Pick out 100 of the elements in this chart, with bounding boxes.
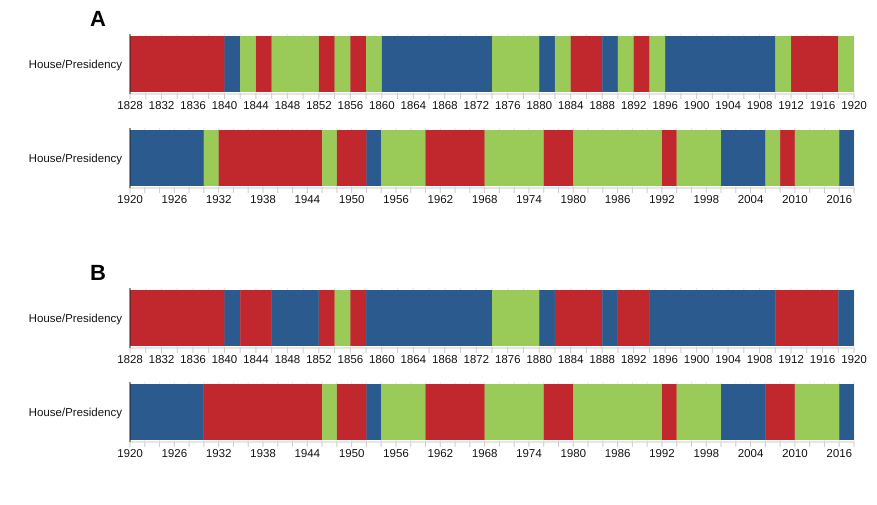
x-tick-label: 1904: [715, 100, 742, 112]
bar: [336, 130, 366, 186]
x-tick-label: 1880: [526, 100, 552, 112]
x-tick-label: 1908: [746, 100, 772, 112]
bar: [350, 290, 366, 346]
x-tick-label: 1868: [432, 354, 458, 366]
x-tick-label: 2010: [782, 448, 808, 460]
x-tick-label: 1852: [306, 354, 332, 366]
bar: [336, 384, 366, 440]
y-tick-label: House/Presidency: [28, 153, 122, 166]
x-tick-label: 1876: [494, 100, 521, 112]
bar: [224, 36, 240, 92]
bar: [484, 130, 544, 186]
bar: [240, 290, 272, 346]
x-tick-label: 1864: [400, 100, 427, 112]
x-tick-label: 1912: [778, 100, 804, 112]
bar: [794, 384, 840, 440]
x-tick-label: 1920: [841, 354, 867, 366]
bar: [539, 290, 555, 346]
x-tick-label: 1992: [649, 448, 675, 460]
x-tick-label: 1974: [516, 448, 542, 460]
x-tick-label: 1998: [693, 194, 720, 206]
x-tick-label: 1860: [369, 100, 395, 112]
bar: [350, 36, 366, 92]
bar: [838, 36, 854, 92]
x-tick-label: 1860: [369, 354, 395, 366]
bar: [272, 36, 319, 92]
x-tick-label: 2004: [738, 448, 764, 460]
x-tick-label: 1956: [383, 194, 409, 206]
bar: [602, 290, 618, 346]
bar: [204, 130, 219, 186]
bar: [573, 384, 662, 440]
x-tick-label: 1872: [463, 354, 490, 366]
x-tick-label: 1868: [432, 100, 458, 112]
bar: [791, 36, 838, 92]
x-tick-label: 1888: [589, 354, 615, 366]
bar: [662, 384, 677, 440]
bar: [554, 290, 602, 346]
x-tick-label: 1998: [693, 448, 720, 460]
x-tick-label: 1932: [206, 448, 232, 460]
x-tick-label: 1832: [148, 354, 174, 366]
x-tick-label: 1892: [620, 354, 646, 366]
bar: [322, 384, 337, 440]
x-tick-label: 1848: [274, 100, 300, 112]
x-tick-label: 1884: [558, 100, 584, 112]
bar: [382, 36, 492, 92]
x-tick-label: 1896: [652, 100, 678, 112]
x-tick-label: 1920: [117, 194, 143, 206]
bar: [426, 130, 485, 186]
x-tick-label: 1900: [684, 100, 710, 112]
y-tick-label: House/Presidency: [28, 407, 122, 420]
bar: [381, 384, 426, 440]
bar: [676, 130, 722, 186]
bar: [662, 130, 677, 186]
x-tick-label: 1908: [746, 354, 772, 366]
bar: [570, 36, 602, 92]
bar: [721, 130, 766, 186]
x-tick-label: 1992: [649, 194, 675, 206]
x-tick-label: 1856: [338, 100, 364, 112]
x-tick-label: 1836: [180, 354, 206, 366]
x-tick-label: 2016: [826, 448, 852, 460]
x-tick-label: 1840: [212, 354, 238, 366]
bar: [839, 384, 854, 440]
x-tick-label: 1938: [250, 448, 276, 460]
x-tick-label: 1828: [117, 100, 143, 112]
bar: [649, 290, 776, 346]
bar: [484, 384, 544, 440]
chart-title: B: [90, 260, 107, 285]
bar: [130, 290, 224, 346]
bar: [649, 36, 666, 92]
x-tick-label: 1828: [117, 354, 143, 366]
x-tick-label: 1888: [589, 100, 615, 112]
bar: [539, 36, 555, 92]
x-tick-label: 1938: [250, 194, 276, 206]
bar: [775, 290, 838, 346]
bar: [765, 384, 795, 440]
x-tick-label: 1956: [383, 448, 409, 460]
x-tick-label: 2016: [826, 194, 852, 206]
bar: [544, 384, 574, 440]
x-tick-label: 1920: [841, 100, 867, 112]
bar: [318, 36, 335, 92]
x-tick-label: 1876: [494, 354, 521, 366]
x-tick-label: 1986: [604, 448, 630, 460]
bar: [838, 290, 854, 346]
x-tick-label: 1944: [294, 448, 321, 460]
x-tick-label: 1950: [338, 448, 364, 460]
x-tick-label: 1916: [810, 100, 836, 112]
bar: [318, 290, 335, 346]
bar: [334, 290, 350, 346]
bar: [240, 36, 256, 92]
bar: [204, 384, 322, 440]
bar: [665, 36, 776, 92]
bar: [618, 36, 634, 92]
x-tick-label: 1836: [180, 100, 206, 112]
x-tick-label: 1872: [463, 100, 490, 112]
x-tick-label: 2010: [782, 194, 808, 206]
x-tick-label: 1892: [620, 100, 646, 112]
x-tick-label: 1864: [400, 354, 427, 366]
bar: [272, 290, 319, 346]
y-tick-label: House/Presidency: [28, 59, 122, 72]
